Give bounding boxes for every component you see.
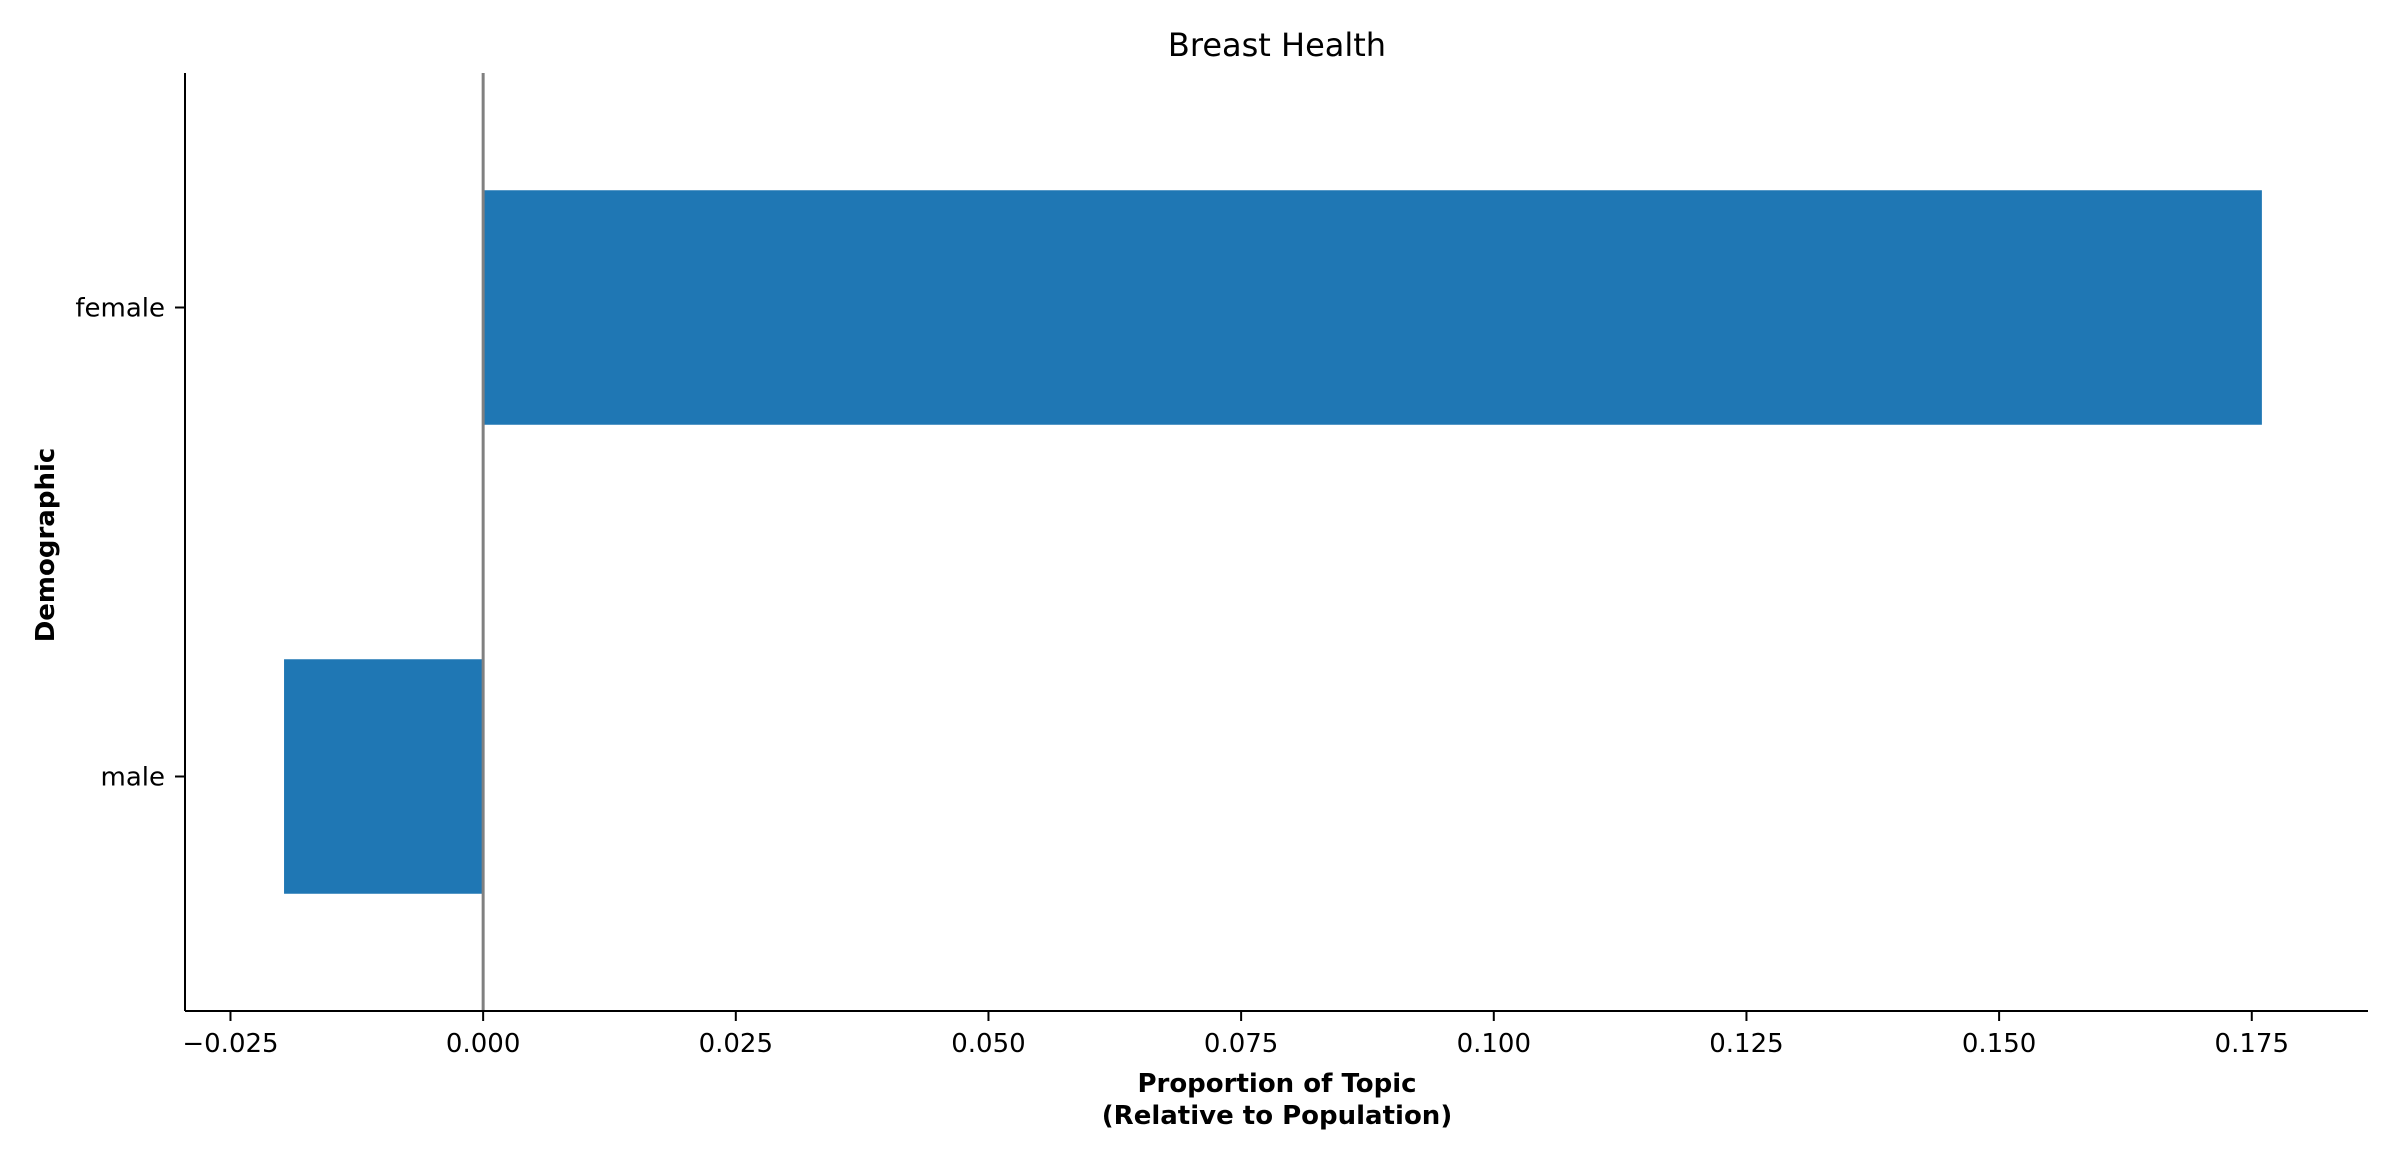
x-axis-label-line2: (Relative to Population)	[1102, 1101, 1452, 1131]
y-tick-label-female: female	[75, 294, 165, 324]
axes-group	[184, 73, 2368, 1012]
y-axis-label: Demographic	[31, 448, 61, 643]
x-tick-label: 0.075	[1204, 1029, 1278, 1059]
x-tick-label: 0.150	[1962, 1029, 2036, 1059]
x-tick-label: 0.125	[1709, 1029, 1783, 1059]
y-tick-label-male: male	[101, 763, 165, 793]
y-ticks-group: female male	[75, 294, 185, 793]
x-tick-label: 0.050	[951, 1029, 1025, 1059]
x-tick-label: 0.025	[699, 1029, 773, 1059]
bars-group	[284, 190, 2262, 894]
x-tick-label: 0.175	[2215, 1029, 2289, 1059]
x-tick-label: 0.000	[446, 1029, 520, 1059]
x-tick-label: 0.100	[1457, 1029, 1531, 1059]
bar-male	[284, 659, 484, 894]
bar-female	[483, 190, 2262, 425]
chart-title: Breast Health	[1168, 26, 1386, 64]
x-axis-label-line1: Proportion of Topic	[1137, 1069, 1416, 1099]
x-ticks-group: −0.025 0.000 0.025 0.050 0.075 0.100 0.125 0.15…	[182, 1011, 2289, 1059]
x-tick-label: −0.025	[182, 1029, 278, 1059]
